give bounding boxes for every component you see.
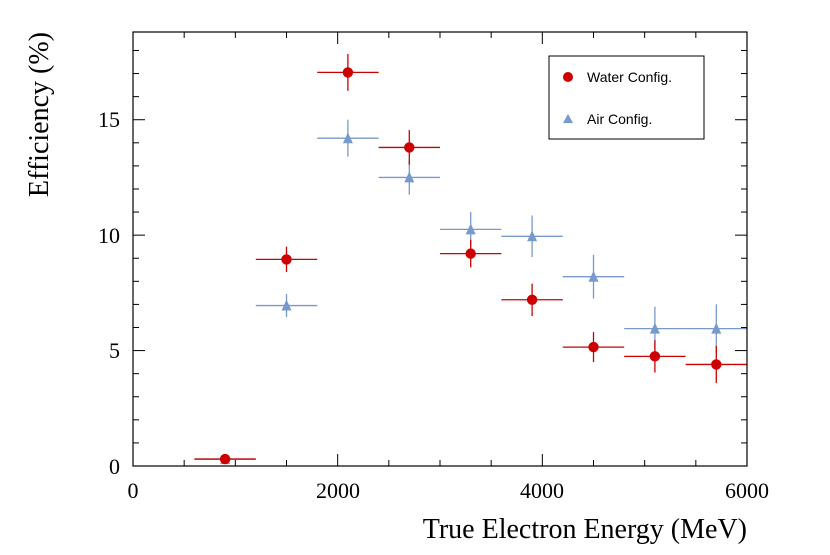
x-tick-labels: 0 2000 4000 6000: [128, 478, 770, 503]
data-point-8: [711, 359, 722, 370]
x-tick-label-2: 4000: [520, 478, 564, 503]
y-tick-label-1: 5: [109, 338, 120, 363]
data-point-2: [342, 132, 353, 144]
y-axis-title: Efficiency (%): [24, 32, 55, 197]
data-point-3: [404, 142, 415, 153]
data-point-4: [465, 223, 476, 235]
data-point-3: [404, 171, 415, 183]
x-tick-label-3: 6000: [725, 478, 769, 503]
legend-label-air: Air Config.: [587, 111, 652, 127]
data-point-5: [527, 230, 538, 242]
y-tick-labels: 0 5 10 15: [98, 107, 120, 479]
data-point-8: [711, 322, 722, 334]
y-tick-label-3: 15: [98, 107, 120, 132]
y-tick-label-0: 0: [109, 454, 120, 479]
data-point-0: [219, 453, 231, 465]
data-point-7: [649, 351, 661, 362]
legend: Water Config. Air Config.: [548, 55, 705, 140]
data-point-6: [588, 341, 599, 353]
data-point-4: [465, 248, 476, 259]
data-point-1: [281, 254, 292, 265]
plot-frame: [132, 31, 748, 467]
y-tick-label-2: 10: [98, 223, 120, 248]
legend-label-water: Water Config.: [587, 69, 672, 85]
series-air: [194, 119, 747, 465]
legend-marker-water: [563, 72, 573, 82]
data-point-2: [342, 67, 354, 78]
series-water: [194, 53, 747, 465]
data-series: [194, 53, 747, 465]
legend-box: [548, 55, 705, 140]
data-point-5: [526, 294, 538, 305]
x-axis-title: True Electron Energy (MeV): [423, 514, 747, 545]
data-point-7: [649, 322, 660, 334]
x-tick-label-1: 2000: [316, 478, 360, 503]
data-point-1: [281, 299, 292, 311]
legend-marker-air: [563, 114, 573, 123]
data-point-6: [588, 270, 599, 282]
x-tick-label-0: 0: [128, 478, 139, 503]
